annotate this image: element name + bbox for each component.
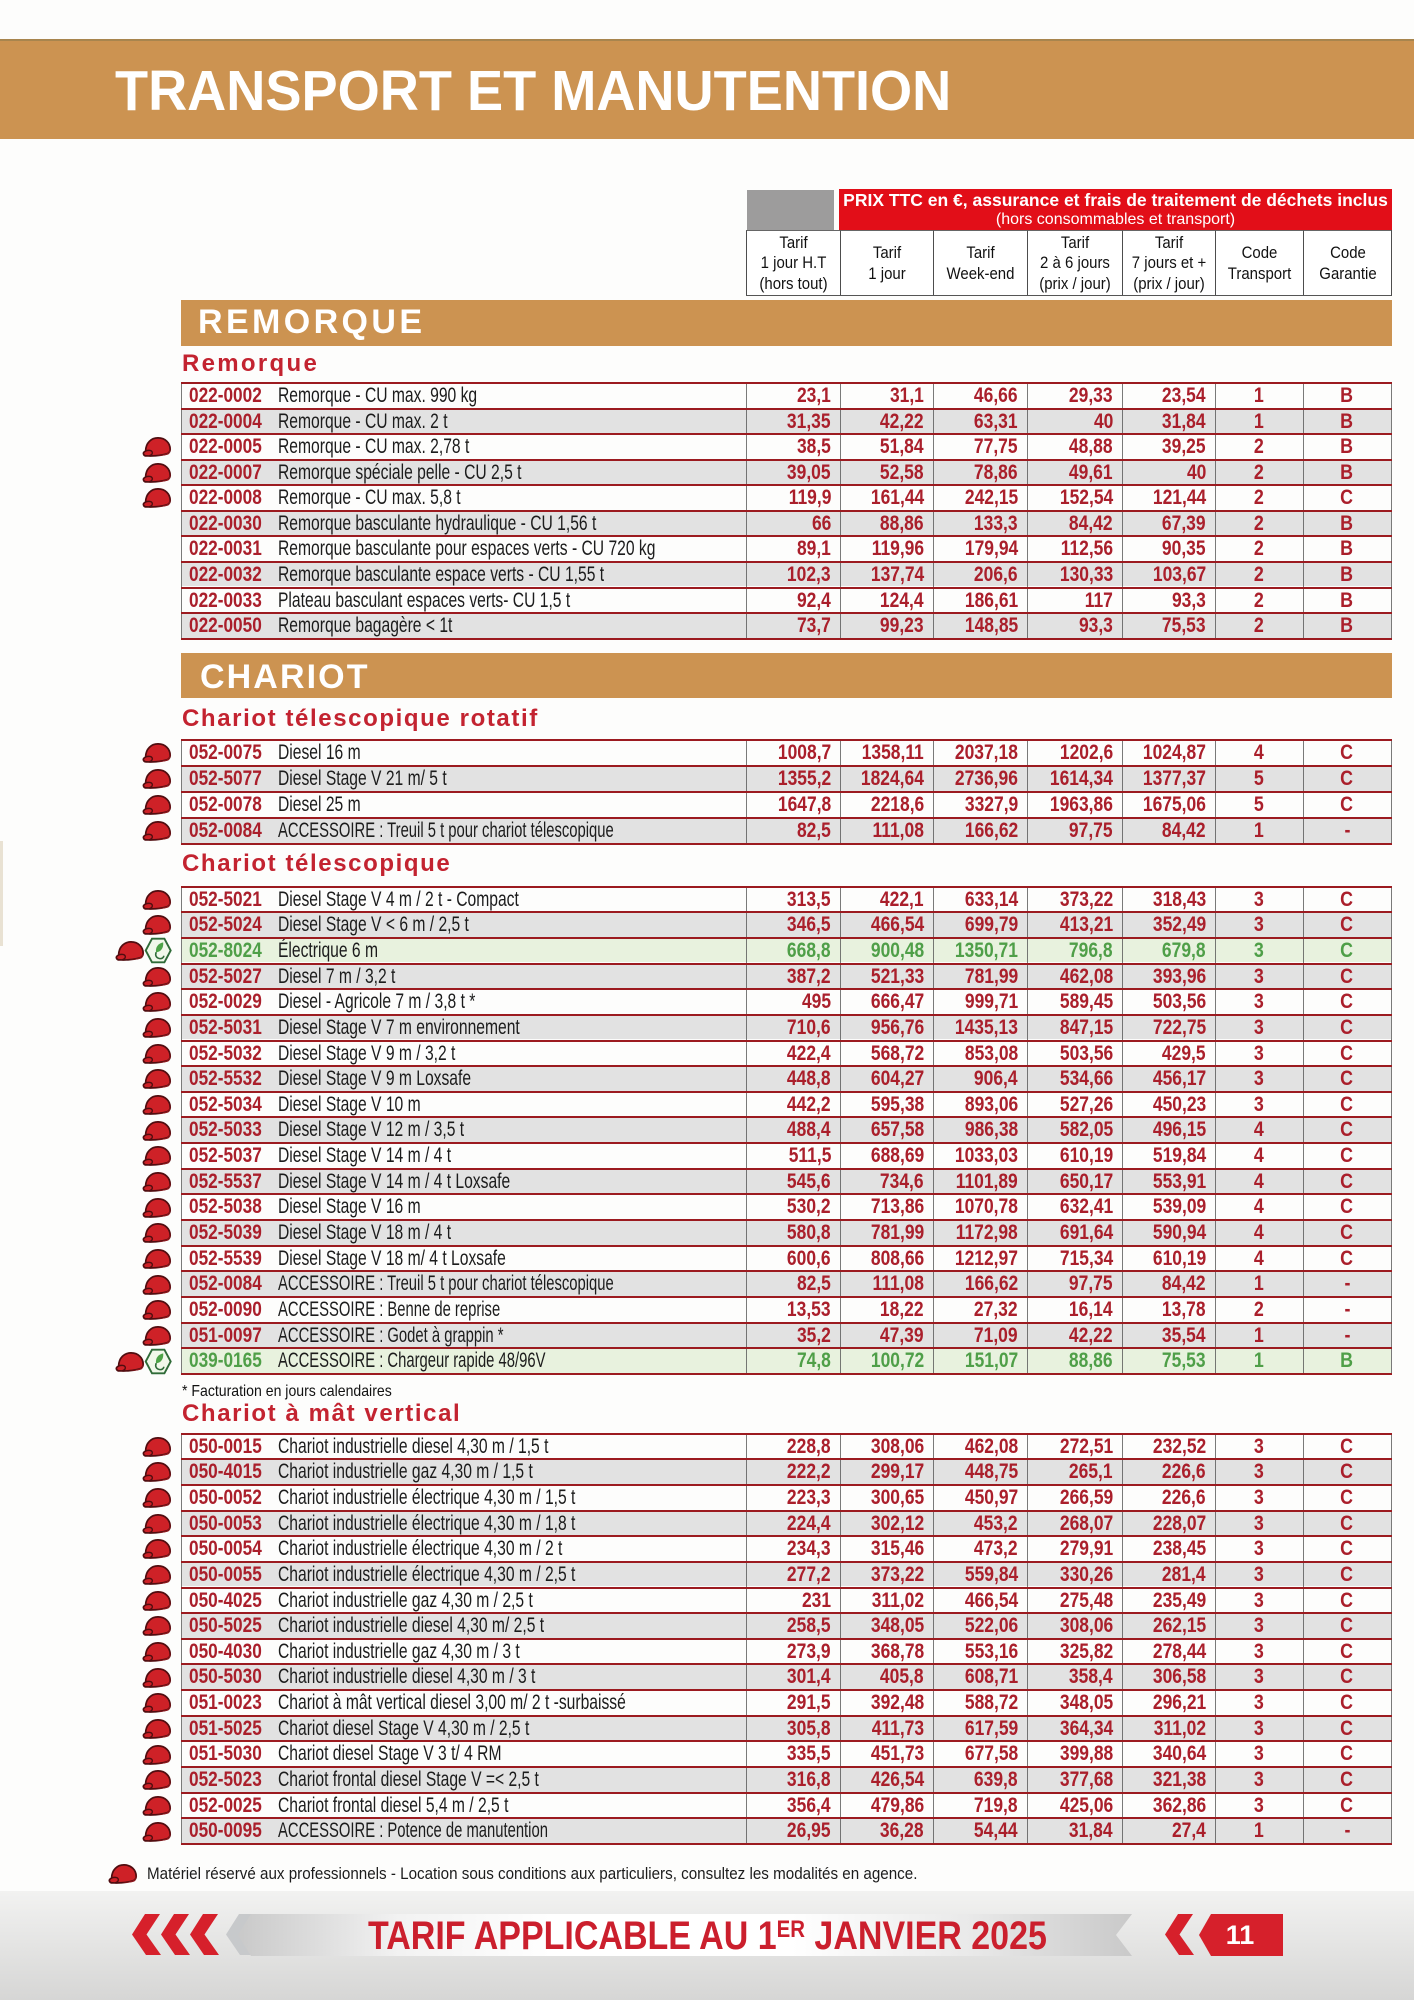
svg-text:11: 11: [1226, 1920, 1255, 1950]
